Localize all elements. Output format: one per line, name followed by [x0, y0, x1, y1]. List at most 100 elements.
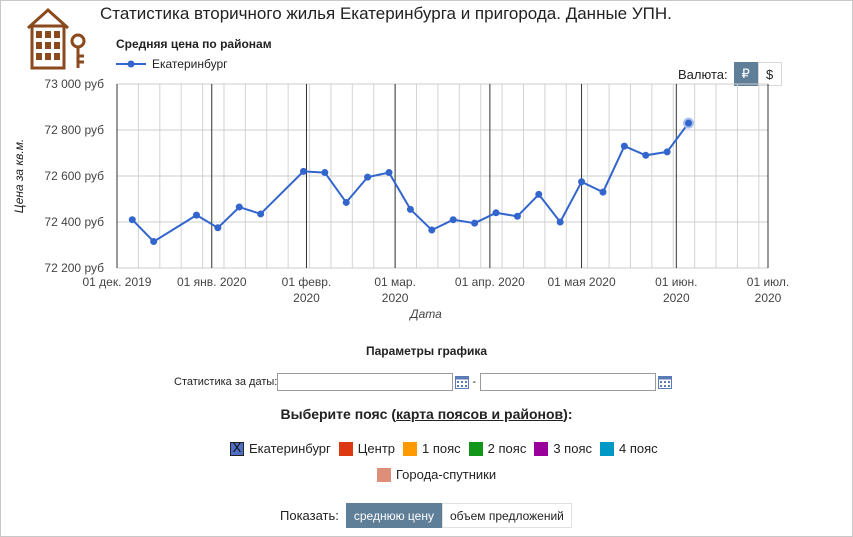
data-point — [128, 216, 136, 224]
x-tick-label: 01 июн. — [655, 275, 697, 289]
x-tick-label: 01 мая 2020 — [547, 275, 615, 289]
data-point — [471, 219, 479, 227]
y-tick-label: 72 600 руб — [44, 169, 104, 183]
zone-option-center[interactable]: Центр — [338, 441, 396, 456]
zone-swatch[interactable] — [468, 441, 483, 456]
zone-option-satellite-towns[interactable]: Города-спутники — [377, 467, 496, 482]
x-tick-label: 01 апр. 2020 — [455, 275, 525, 289]
legend-series-label: Екатеринбург — [152, 57, 228, 71]
data-point — [492, 209, 500, 217]
x-axis-label: Дата — [408, 307, 442, 321]
zone-label: Екатеринбург — [249, 441, 331, 456]
date-separator: - — [472, 376, 477, 388]
show-mode: Показать: среднюю цену объем предложений — [280, 503, 572, 528]
data-point — [385, 169, 393, 177]
data-point — [299, 167, 307, 175]
show-average-price-button[interactable]: среднюю цену — [345, 503, 442, 528]
show-offer-volume-button[interactable]: объем предложений — [441, 503, 572, 528]
data-point — [513, 212, 521, 220]
x-tick-label: 01 дек. 2019 — [83, 275, 152, 289]
show-label: Показать: — [280, 508, 339, 523]
data-point — [620, 142, 628, 150]
date-to-input[interactable] — [480, 373, 657, 391]
data-point — [192, 211, 200, 219]
y-axis-ticks: 73 000 руб 72 800 руб 72 600 руб 72 400 руб… — [44, 77, 104, 275]
x-tick-label-year: 2020 — [293, 291, 320, 305]
zone-swatch[interactable] — [403, 441, 418, 456]
data-point — [642, 151, 650, 159]
y-tick-label: 72 400 руб — [44, 215, 104, 229]
data-point — [535, 190, 543, 198]
chart-legend: Екатеринбург — [116, 57, 228, 71]
zone-label: 4 пояс — [618, 441, 658, 456]
currency-rub-button[interactable]: ₽ — [733, 62, 758, 86]
x-tick-label: 01 февр. — [282, 275, 332, 289]
chart-grid — [116, 83, 769, 269]
x-tick-label: 01 янв. 2020 — [177, 275, 247, 289]
zone-option-ekaterinburg[interactable]: X Екатеринбург — [230, 439, 331, 456]
data-point — [257, 210, 265, 218]
data-point — [214, 224, 222, 232]
data-point — [364, 173, 372, 181]
zone-swatch[interactable] — [599, 441, 614, 456]
y-tick-label: 72 200 руб — [44, 261, 104, 275]
zone-select-title: Выберите пояс (карта поясов и районов): — [0, 406, 853, 422]
zone-options: X Екатеринбург Центр 1 пояс 2 пояс 3 поя… — [230, 439, 666, 456]
data-point — [235, 203, 243, 211]
y-tick-label: 73 000 руб — [44, 77, 104, 91]
y-tick-label: 72 800 руб — [44, 123, 104, 137]
data-point — [449, 216, 457, 224]
data-point — [321, 169, 329, 177]
legend-line-marker — [116, 60, 146, 68]
chart-title: Средняя цена по районам — [116, 37, 272, 51]
zone-option-belt-4[interactable]: 4 пояс — [599, 441, 658, 456]
house-key-logo — [26, 7, 86, 70]
chart-params-title: Параметры графика — [365, 344, 488, 358]
zone-title-prefix: Выберите пояс ( — [280, 406, 397, 422]
zone-swatch[interactable] — [377, 467, 391, 482]
check-mark: X — [232, 439, 242, 455]
zone-swatch[interactable] — [338, 441, 353, 456]
zone-label: 2 пояс — [487, 441, 527, 456]
x-tick-label: 01 мар. — [374, 275, 416, 289]
zone-map-link[interactable]: карта поясов и районов — [396, 406, 564, 422]
date-range: Статистика за даты: - — [174, 373, 675, 391]
y-axis-label: Цена за кв.м. — [12, 139, 26, 214]
page-title: Статистика вторичного жилья Екатеринбург… — [100, 4, 672, 23]
zone-label: Города-спутники — [396, 467, 497, 482]
zone-option-belt-2[interactable]: 2 пояс — [468, 441, 527, 456]
x-tick-label-year: 2020 — [663, 291, 690, 305]
x-tick-label: 01 июл. — [747, 275, 789, 289]
currency-switch: Валюта: ₽ $ — [678, 62, 782, 86]
zone-label: Центр — [357, 441, 396, 456]
zone-option-belt-1[interactable]: 1 пояс — [403, 441, 461, 456]
zone-option-belt-3[interactable]: 3 пояс — [534, 441, 592, 456]
data-point — [663, 148, 671, 156]
zone-label: 1 пояс — [422, 441, 461, 456]
zone-title-suffix: ): — [563, 406, 573, 422]
zone-swatch[interactable] — [534, 441, 549, 456]
data-point — [428, 226, 436, 234]
price-line-chart: 73 000 руб 72 800 руб 72 600 руб 72 400 руб… — [12, 77, 790, 321]
x-tick-label-year: 2020 — [382, 291, 409, 305]
x-tick-label-year: 2020 — [755, 291, 782, 305]
date-from-input[interactable] — [277, 373, 454, 391]
calendar-icon[interactable] — [658, 375, 673, 389]
currency-usd-button[interactable]: $ — [757, 62, 782, 86]
zone-swatch[interactable]: X — [230, 439, 244, 456]
x-axis-ticks: 01 дек. 2019 01 янв. 2020 01 февр. 2020 01 м… — [83, 275, 790, 305]
data-point — [683, 117, 695, 129]
chart-series — [128, 117, 695, 246]
data-point — [578, 178, 586, 186]
data-point — [556, 218, 564, 226]
data-point — [599, 188, 607, 196]
data-point — [406, 205, 414, 213]
data-point — [150, 238, 158, 246]
data-point — [342, 198, 350, 206]
currency-label: Валюта: — [678, 66, 728, 82]
calendar-icon[interactable] — [455, 375, 470, 389]
zone-options-second-row: Города-спутники — [377, 467, 504, 482]
zone-label: 3 пояс — [553, 441, 592, 456]
series-line — [131, 122, 690, 243]
dates-label: Статистика за даты: — [174, 376, 278, 388]
